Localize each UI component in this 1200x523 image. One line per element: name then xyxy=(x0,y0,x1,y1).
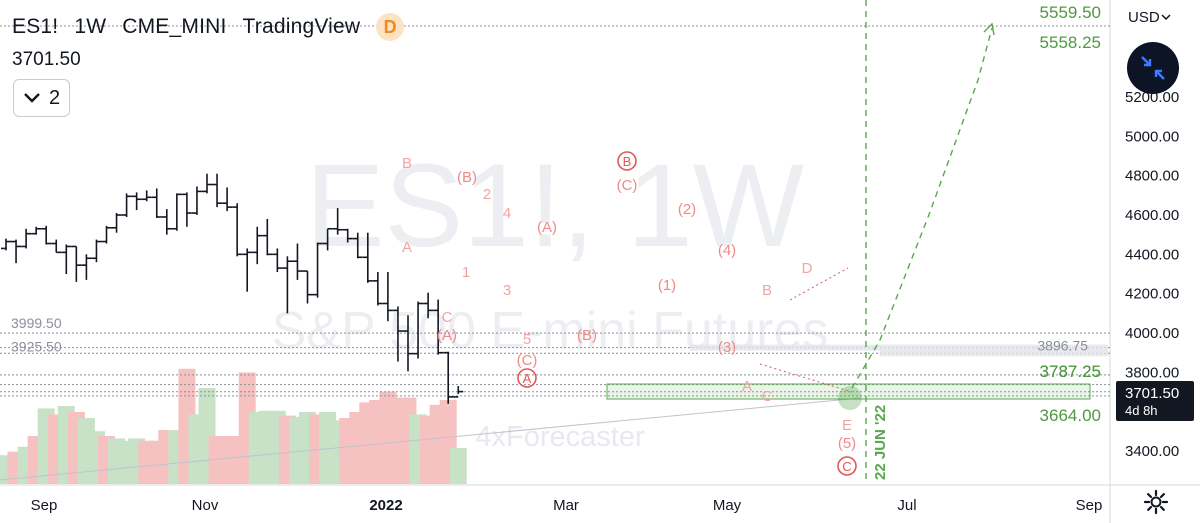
time-tick-label: Jul xyxy=(897,497,916,514)
chevron-down-icon xyxy=(1161,14,1171,21)
watermark: ES1!, 1W S&P 500 E-mini Futures 4xForecast… xyxy=(272,140,829,453)
indicator-count: 2 xyxy=(48,86,61,109)
level-band xyxy=(690,344,1108,351)
wave-label: (1) xyxy=(658,277,676,294)
wave-label: (C) xyxy=(517,352,538,369)
wave-label: A xyxy=(402,239,412,256)
price-tick-label: 3800.00 xyxy=(1125,364,1179,381)
wave-label: (A) xyxy=(537,219,557,236)
watermark-symbol: ES1!, 1W xyxy=(306,140,804,272)
wave-label: B xyxy=(623,154,632,169)
triangle-line xyxy=(759,267,853,393)
target-label: 3664.00 xyxy=(1040,406,1101,425)
exchange-label: CME_MINI xyxy=(122,15,227,38)
projection-arrowhead xyxy=(983,22,995,36)
source-label: TradingView xyxy=(242,15,361,38)
time-tick-label: Mar xyxy=(553,497,579,514)
wave-label: (2) xyxy=(678,201,696,218)
wave-circle xyxy=(837,456,857,476)
price-tick-label: 4800.00 xyxy=(1125,168,1179,185)
trend-line xyxy=(0,397,861,481)
price-tick-label: 5000.00 xyxy=(1125,128,1179,145)
wave-label: 2 xyxy=(483,186,491,203)
time-tick-label: Sep xyxy=(1076,497,1103,514)
wave-label: D xyxy=(802,260,813,277)
wave-label: C xyxy=(762,388,773,405)
date-marker-label: 22 JUN '22 xyxy=(872,405,889,480)
time-tick-label: 2022 xyxy=(369,497,402,514)
target-label: 3787.25 xyxy=(1040,362,1101,381)
price-tick-label: 5200.00 xyxy=(1125,89,1179,106)
time-axis: Sep Nov 2022 Mar May Jul Sep xyxy=(31,497,1103,514)
wave-label: B xyxy=(762,282,772,299)
indicator-collapse-button[interactable]: 2 xyxy=(13,79,70,117)
target-label: 3737.25 xyxy=(1040,362,1101,381)
price-tick-label: 3400.00 xyxy=(1125,443,1179,460)
wave-label: (C) xyxy=(617,177,638,194)
support-box xyxy=(606,383,1091,400)
wave-label: 3 xyxy=(503,282,511,299)
time-tick-label: May xyxy=(713,497,742,514)
price-tick-label: 4400.00 xyxy=(1125,246,1179,263)
level-label: 3925.50 xyxy=(11,339,62,355)
wave-label: (A) xyxy=(437,327,457,344)
delayed-badge[interactable]: D xyxy=(376,13,405,41)
volume-bars xyxy=(0,368,861,484)
price-tick-label: 4200.00 xyxy=(1125,286,1179,303)
wave-label: 5 xyxy=(523,331,531,348)
watermark-credit: 4xForecaster xyxy=(475,421,645,453)
time-tick-label: Nov xyxy=(192,497,219,514)
wave-label: 4 xyxy=(503,205,511,222)
wave-label: B xyxy=(402,155,412,172)
countdown-label: 4d 8h xyxy=(1125,403,1158,418)
interval-label[interactable]: 1W xyxy=(74,15,107,38)
wave-label: E xyxy=(842,417,852,434)
wave-circle xyxy=(517,368,537,388)
chevron-down-icon xyxy=(24,93,40,103)
symbol-header[interactable]: ES1! 1W CME_MINI TradingView D xyxy=(12,13,405,41)
currency-label: USD xyxy=(1128,9,1160,26)
last-price: 3701.50 xyxy=(12,49,81,70)
target-label: 5558.25 xyxy=(1040,33,1101,52)
level-label: 3896.75 xyxy=(1037,337,1088,353)
price-bars xyxy=(1,173,464,404)
wave-label: C xyxy=(442,309,453,326)
wave-label: A xyxy=(523,371,532,386)
wave-label: (5) xyxy=(838,435,856,452)
wave-circle xyxy=(617,151,637,171)
projection-path xyxy=(851,27,993,389)
symbol-name[interactable]: ES1! xyxy=(12,15,59,38)
fullscreen-collapse-button[interactable] xyxy=(1127,42,1179,94)
price-tick-label: 4600.00 xyxy=(1125,207,1179,224)
drawings: 22 JUN '22 xyxy=(759,0,995,484)
time-tick-label: Sep xyxy=(31,497,58,514)
target-label: 5559.50 xyxy=(1040,3,1101,22)
wave-label: 1 xyxy=(462,264,470,281)
current-price-tag xyxy=(1116,381,1194,421)
wave-label: (4) xyxy=(718,242,736,259)
wave-label: (B) xyxy=(577,327,597,344)
level-band xyxy=(880,350,1108,357)
level-label: 3999.50 xyxy=(11,315,62,331)
wave-label: (B) xyxy=(457,169,477,186)
price-tick-label: 4000.00 xyxy=(1125,325,1179,342)
volume-bar xyxy=(449,448,467,484)
collapse-arrows-icon xyxy=(1141,56,1165,80)
gear-icon[interactable] xyxy=(1143,489,1169,515)
wave-label: C xyxy=(842,459,851,474)
current-price-value: 3701.50 xyxy=(1125,385,1179,402)
low-marker xyxy=(838,386,862,410)
wave-label: (3) xyxy=(718,339,736,356)
price-axis: USD 5200.00 5000.00 4800.00 4600.00 4400.00 42… xyxy=(1116,9,1194,460)
wave-label: A xyxy=(742,378,752,395)
watermark-description: S&P 500 E-mini Futures xyxy=(272,302,829,360)
